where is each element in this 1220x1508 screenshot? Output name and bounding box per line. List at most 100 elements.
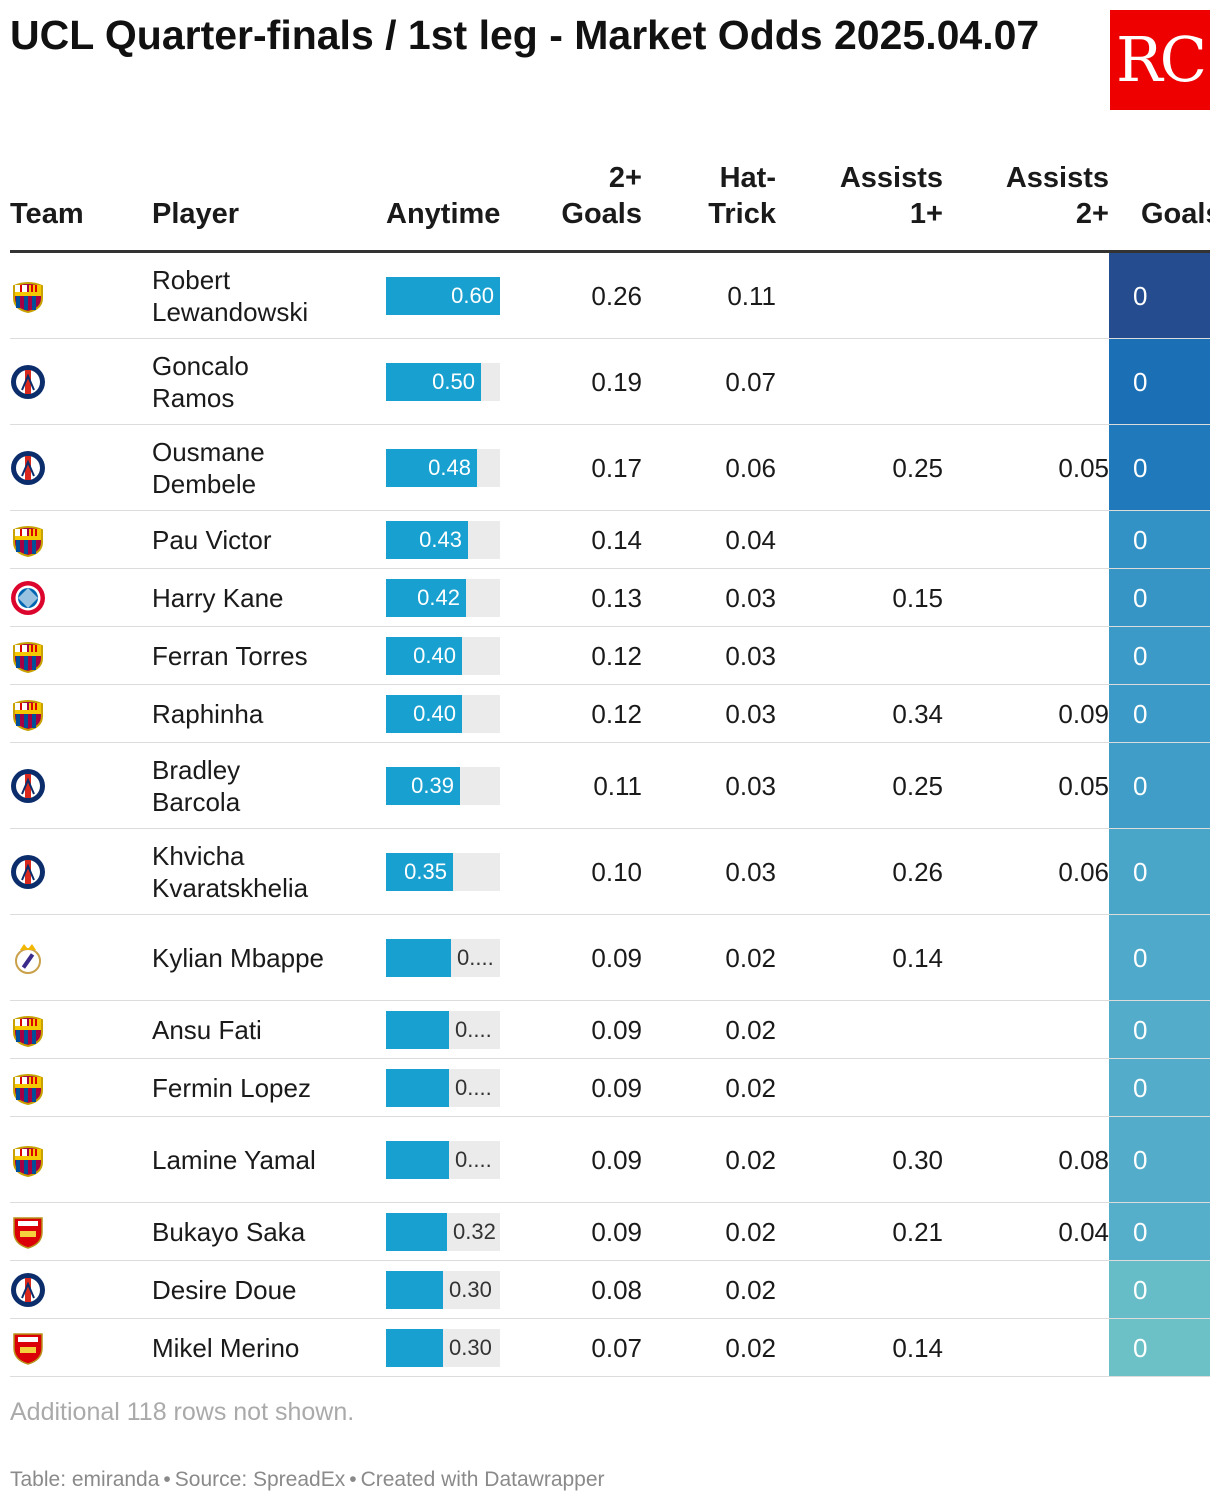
- hat-trick-cell: 0.03: [642, 568, 776, 627]
- anytime-bar: [386, 1140, 449, 1179]
- hat-trick-cell: 0.03: [642, 742, 776, 829]
- player-cell: Goncalo Ramos: [152, 338, 386, 425]
- player-name: Fermin Lopez: [152, 1072, 311, 1103]
- player-cell: Bukayo Saka: [152, 1202, 386, 1261]
- column-header-assists-2[interactable]: Assists 2+: [943, 160, 1109, 253]
- assists-2-cell: [943, 1000, 1109, 1059]
- psg-crest-icon: [11, 854, 45, 889]
- table-row: Desire Doue 0.30 0.08 0.02 0: [10, 1260, 1210, 1319]
- barcelona-crest-icon: [13, 641, 43, 673]
- two-goals-cell: 0.09: [500, 1202, 642, 1261]
- hat-trick-cell: 0.03: [642, 626, 776, 685]
- team-cell: [10, 828, 152, 915]
- player-cell: Ansu Fati: [152, 1000, 386, 1059]
- table-row: Raphinha 0.40 0.12 0.03 0.34 0.09 0: [10, 684, 1210, 743]
- anytime-bar: [386, 520, 468, 559]
- odds-table-wrapper: Team Player Anytime 2+ Goals Hat-Trick A…: [10, 160, 1210, 1377]
- table-row: Bukayo Saka 0.32 0.09 0.02 0.21 0.04 0: [10, 1202, 1210, 1261]
- team-cell: [10, 338, 152, 425]
- column-header-team[interactable]: Team: [10, 160, 152, 253]
- anytime-value-label: 0.40: [413, 642, 456, 668]
- team-cell: [10, 1260, 152, 1319]
- two-goals-cell: 0.08: [500, 1260, 642, 1319]
- psg-crest-icon: [11, 364, 45, 399]
- player-name: Khvicha Kvaratskhelia: [152, 840, 309, 903]
- barcelona-crest-icon: [13, 525, 43, 557]
- anytime-bar: [386, 1010, 449, 1049]
- anytime-bar: [386, 362, 481, 401]
- anytime-bar-track: 0.35: [386, 852, 500, 891]
- anytime-value-label: 0....: [455, 1074, 492, 1100]
- barcelona-crest-icon: [13, 1015, 43, 1047]
- two-goals-cell: 0.09: [500, 914, 642, 1001]
- column-header-assists-2-text: Assists 2+: [1005, 162, 1109, 230]
- hat-trick-cell: 0.02: [642, 1260, 776, 1319]
- player-name: Bukayo Saka: [152, 1216, 306, 1247]
- team-cell: [10, 568, 152, 627]
- anytime-bar: [386, 852, 453, 891]
- assists-2-cell: [943, 626, 1109, 685]
- table-row: Kylian Mbappe 0.... 0.09 0.02 0.14 0: [10, 914, 1210, 1001]
- two-goals-cell: 0.09: [500, 1116, 642, 1203]
- anytime-value-label: 0.42: [417, 584, 460, 610]
- anytime-value-label: 0.30: [449, 1276, 492, 1302]
- assists-1-cell: [776, 626, 943, 685]
- player-name: Ansu Fati: [152, 1014, 262, 1045]
- player-cell: Mikel Merino: [152, 1318, 386, 1377]
- column-header-goals[interactable]: Goals: [1109, 160, 1210, 253]
- anytime-bar-track: 0....: [386, 938, 500, 977]
- assists-1-cell: 0.21: [776, 1202, 943, 1261]
- hat-trick-cell: 0.03: [642, 828, 776, 915]
- hat-trick-cell: 0.02: [642, 1202, 776, 1261]
- goals-cell: 0: [1109, 1260, 1210, 1319]
- anytime-bar-track: 0.39: [386, 766, 500, 805]
- table-row: Pau Victor 0.43 0.14 0.04 0: [10, 510, 1210, 569]
- anytime-cell: 0.40: [386, 626, 500, 685]
- assists-2-cell: 0.05: [943, 424, 1109, 511]
- goals-cell: 0: [1109, 742, 1210, 829]
- anytime-cell: 0....: [386, 1116, 500, 1203]
- column-header-hat-trick[interactable]: Hat-Trick: [642, 160, 776, 253]
- assists-2-cell: 0.08: [943, 1116, 1109, 1203]
- player-name: Raphinha: [152, 698, 264, 729]
- player-name: Goncalo Ramos: [152, 350, 249, 413]
- two-goals-cell: 0.17: [500, 424, 642, 511]
- anytime-value-label: 0....: [455, 1146, 492, 1172]
- anytime-value-label: 0.39: [411, 772, 454, 798]
- column-header-anytime[interactable]: Anytime: [386, 160, 500, 253]
- player-name: Harry Kane: [152, 582, 284, 613]
- column-header-two-goals[interactable]: 2+ Goals: [500, 160, 642, 253]
- bayern-crest-icon: [11, 580, 45, 615]
- player-cell: Kylian Mbappe: [152, 914, 386, 1001]
- player-name: Pau Victor: [152, 524, 272, 555]
- two-goals-cell: 0.13: [500, 568, 642, 627]
- column-header-assists-1[interactable]: Assists 1+: [776, 160, 943, 253]
- psg-crest-icon: [11, 768, 45, 803]
- two-goals-cell: 0.14: [500, 510, 642, 569]
- footer-credits: Table: emiranda • Source: SpreadEx • Created…: [10, 1468, 605, 1491]
- team-cell: [10, 742, 152, 829]
- anytime-value-label: 0....: [455, 1016, 492, 1042]
- column-header-player[interactable]: Player: [152, 160, 386, 253]
- table-row: Ousmane Dembele 0.48 0.17 0.06 0.25 0.05 0: [10, 424, 1210, 511]
- anytime-bar-track: 0.40: [386, 636, 500, 675]
- two-goals-cell: 0.12: [500, 684, 642, 743]
- anytime-cell: 0.48: [386, 424, 500, 511]
- player-cell: Ferran Torres: [152, 626, 386, 685]
- team-cell: [10, 1202, 152, 1261]
- assists-1-cell: 0.14: [776, 914, 943, 1001]
- anytime-bar-track: 0.30: [386, 1270, 500, 1309]
- anytime-cell: 0.60: [386, 251, 500, 339]
- assists-2-cell: 0.09: [943, 684, 1109, 743]
- player-name: Robert Lewandowski: [152, 264, 309, 327]
- assists-1-cell: [776, 1058, 943, 1117]
- goals-cell: 0: [1109, 424, 1210, 511]
- footer-created-with[interactable]: Created with Datawrapper: [360, 1468, 605, 1491]
- anytime-bar-track: 0....: [386, 1140, 500, 1179]
- hat-trick-cell: 0.11: [642, 251, 776, 339]
- assists-1-cell: [776, 251, 943, 339]
- two-goals-cell: 0.12: [500, 626, 642, 685]
- goals-cell: 0: [1109, 1202, 1210, 1261]
- anytime-bar: [386, 938, 451, 977]
- player-name: Ferran Torres: [152, 640, 308, 671]
